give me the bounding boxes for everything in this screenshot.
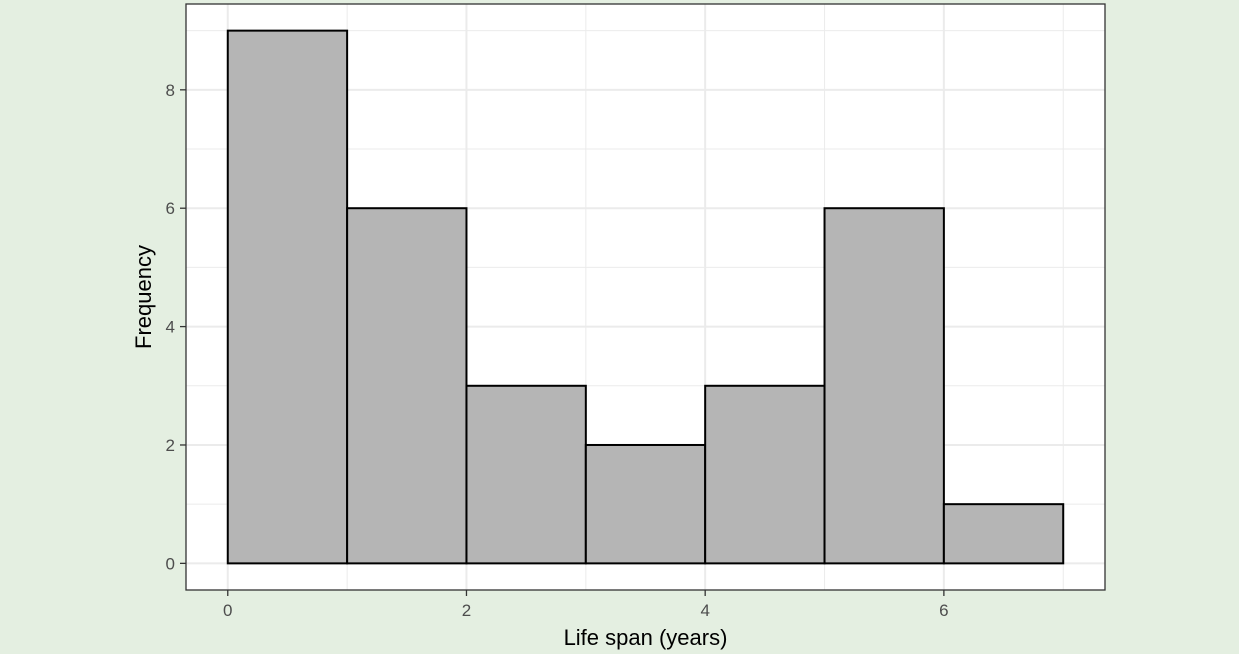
histogram-bar [704, 384, 826, 565]
histogram-bar [226, 29, 349, 565]
x-tick-label: 0 [223, 601, 232, 620]
y-axis-title: Frequency [131, 245, 156, 349]
histogram-bar [823, 207, 945, 565]
x-tick-label: 6 [939, 601, 948, 620]
x-axis-title: Life span (years) [564, 625, 728, 650]
histogram-bar [346, 207, 468, 565]
x-tick-label: 4 [700, 601, 709, 620]
y-tick-label: 0 [166, 554, 175, 573]
histogram-bar [942, 503, 1065, 565]
y-tick-label: 4 [166, 318, 175, 337]
histogram-bars [226, 29, 1065, 565]
x-tick-label: 2 [462, 601, 471, 620]
y-tick-label: 2 [166, 436, 175, 455]
panel-border [185, 3, 1106, 591]
histogram-bar [584, 443, 707, 565]
y-tick-label: 6 [166, 199, 175, 218]
histogram-bar [465, 384, 587, 565]
y-tick-label: 8 [166, 81, 175, 100]
y-axis-ticks: 0 2 4 6 8 [166, 81, 186, 573]
x-axis-ticks: 0 2 4 6 [223, 590, 949, 620]
